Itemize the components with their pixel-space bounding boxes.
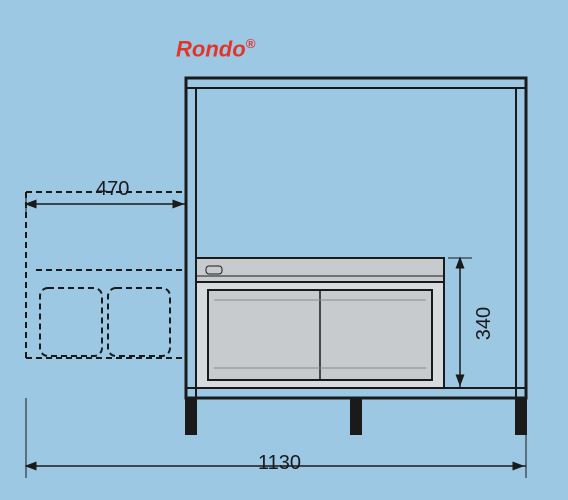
dimension-1130: 1130 bbox=[258, 452, 301, 475]
dimension-470: 470 bbox=[96, 178, 129, 201]
dimension-340: 340 bbox=[473, 307, 496, 340]
technical-drawing bbox=[0, 0, 568, 500]
